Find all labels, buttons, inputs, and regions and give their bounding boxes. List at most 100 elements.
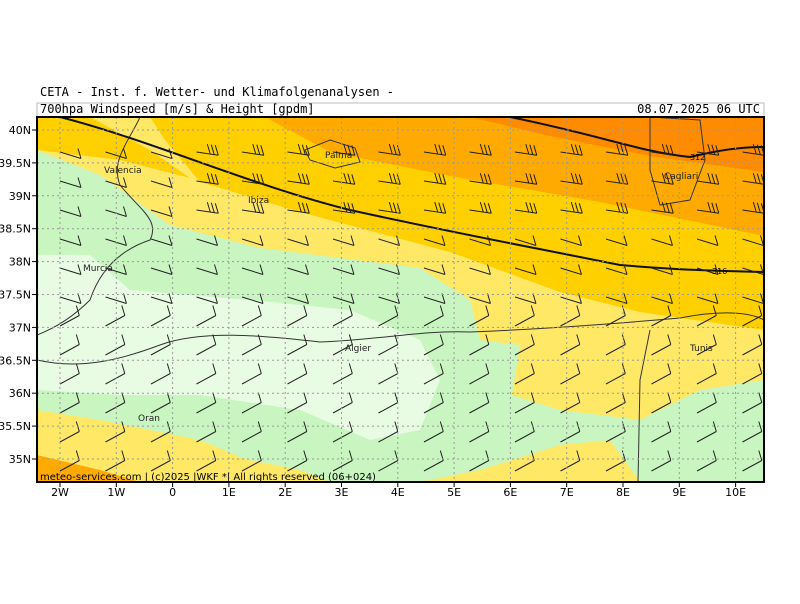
field-pale-green <box>37 255 440 440</box>
wind-barb <box>469 363 490 385</box>
wind-barb <box>150 148 173 159</box>
wind-barb <box>514 305 535 327</box>
lat-tick-label: 36.5N <box>0 354 31 367</box>
wind-barb <box>196 143 219 156</box>
wind-barb <box>423 201 447 214</box>
wind-barb <box>241 201 265 214</box>
wind-barb <box>651 172 674 185</box>
lat-tick-label: 37N <box>9 321 31 334</box>
lat-tick-label: 37.5N <box>0 289 31 302</box>
grid <box>37 117 764 482</box>
place-label: Tunis <box>689 344 713 354</box>
lat-tick-label: 35.5N <box>0 420 31 433</box>
wind-barb <box>514 201 538 214</box>
wind-barb <box>696 201 720 214</box>
map-subtitle: 700hpa Windspeed [m/s] & Height [gpdm] <box>40 102 315 116</box>
wind-barb <box>105 363 126 385</box>
lat-tick-label: 38.5N <box>0 223 31 236</box>
lat-tick-label: 38N <box>9 256 31 269</box>
wind-barb <box>196 334 217 356</box>
wind-barb <box>287 305 308 327</box>
wind-barb <box>514 334 535 356</box>
lat-tick-label: 39.5N <box>0 157 31 170</box>
wind-barb <box>150 392 171 414</box>
wind-barb <box>150 206 173 217</box>
wind-barb <box>514 363 535 385</box>
wind-barb <box>59 363 80 385</box>
wind-barb <box>196 305 217 327</box>
place-label: Algier <box>345 344 371 354</box>
wind-barb <box>332 392 353 414</box>
wind-barb <box>605 235 628 246</box>
wind-barb <box>696 305 717 327</box>
contour-label: 312 <box>690 153 705 162</box>
wind-barb <box>560 293 582 304</box>
wind-barb <box>514 172 538 185</box>
wind-barb <box>651 363 672 385</box>
header-line: CETA - Inst. f. Wetter- und Klimafolgena… <box>40 85 394 99</box>
wind-barb <box>423 172 447 185</box>
wind-barb <box>514 264 537 275</box>
wind-barb <box>560 363 581 385</box>
wind-barb <box>742 450 763 472</box>
place-label: Murcia <box>83 264 113 274</box>
wind-barb <box>196 264 218 275</box>
wind-barb <box>150 235 173 246</box>
lon-tick-label: 8E <box>616 486 630 499</box>
wind-barb <box>560 334 581 356</box>
wind-barb <box>651 293 673 304</box>
lon-tick-label: 9E <box>672 486 686 499</box>
wind-barb <box>196 392 217 414</box>
wind-barb <box>105 148 127 159</box>
lat-tick-label: 39N <box>9 190 31 203</box>
wind-barb <box>742 334 763 356</box>
wind-barb <box>150 334 171 356</box>
wind-barb <box>378 235 400 246</box>
wind-barb <box>105 392 126 414</box>
lon-tick-label: 1E <box>222 486 236 499</box>
wind-barb <box>651 421 672 443</box>
wind-barb <box>287 235 309 246</box>
wind-barb <box>696 450 717 472</box>
wind-barb <box>742 392 763 414</box>
lon-tick-label: 0 <box>169 486 176 499</box>
wind-barb <box>514 293 537 304</box>
wind-barb <box>378 421 399 443</box>
wind-barb <box>332 264 355 275</box>
wind-barb <box>332 235 355 246</box>
wind-barb <box>423 334 444 356</box>
wind-barb <box>423 143 447 156</box>
lon-tick-label: 1W <box>107 486 125 499</box>
wind-barb <box>241 235 264 246</box>
wind-barb <box>560 305 581 327</box>
lon-tick-label: 5E <box>447 486 461 499</box>
wind-barb <box>696 235 719 246</box>
wind-barb <box>59 235 82 246</box>
coastline <box>37 117 154 336</box>
wind-barb <box>59 334 80 356</box>
height-contour <box>59 117 764 273</box>
wind-barb <box>560 172 583 185</box>
wind-barb <box>423 421 444 443</box>
wind-barb <box>605 363 626 385</box>
wind-barb <box>696 293 719 304</box>
wind-barb <box>378 392 399 414</box>
wind-barb <box>696 421 717 443</box>
wind-barb <box>241 264 264 275</box>
wind-barb <box>196 421 217 443</box>
wind-barb <box>651 392 672 414</box>
wind-barb <box>59 177 82 188</box>
wind-barb <box>150 305 171 327</box>
wind-barb <box>332 305 353 327</box>
wind-barb <box>423 293 446 304</box>
wind-barb <box>332 201 356 214</box>
wind-barb <box>332 363 353 385</box>
wind-barb <box>560 264 582 275</box>
wind-barb <box>287 143 310 156</box>
border <box>637 329 651 482</box>
field-gold <box>37 117 190 178</box>
wind-barb <box>742 201 764 214</box>
place-label: Oran <box>138 414 160 424</box>
wind-barb <box>287 450 308 472</box>
lat-tick-label: 35N <box>9 453 31 466</box>
